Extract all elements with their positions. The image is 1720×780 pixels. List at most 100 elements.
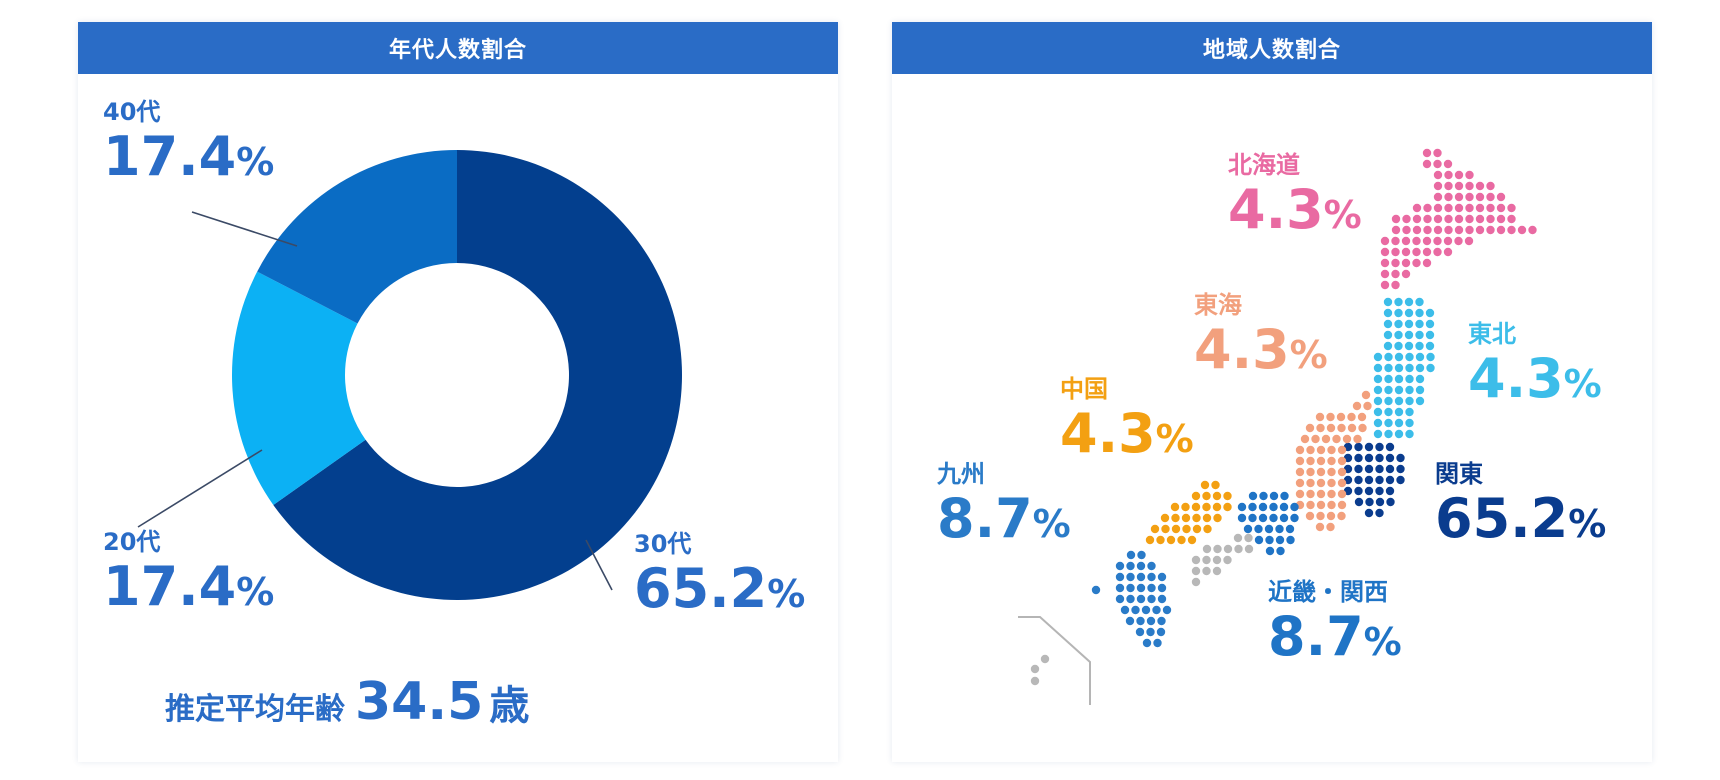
label-40s-value: 17.4	[103, 125, 237, 188]
map-dot	[1384, 374, 1393, 384]
map-dot	[1326, 423, 1336, 433]
map-dot	[1401, 247, 1411, 257]
map-dot	[1115, 572, 1125, 582]
map-dot	[1337, 423, 1346, 433]
map-dot	[1405, 429, 1414, 439]
map-dot	[1394, 341, 1403, 351]
map-dot	[1375, 475, 1384, 485]
map-dot	[1383, 330, 1393, 340]
map-dot	[1465, 214, 1474, 224]
map-dot	[1147, 572, 1156, 582]
map-dot	[1465, 192, 1474, 202]
map-dot	[1386, 497, 1395, 507]
map-dot	[1306, 489, 1315, 499]
label-kanto-caption: 関東	[1435, 460, 1483, 488]
map-dot	[1337, 467, 1347, 477]
map-dot	[1423, 203, 1432, 213]
map-dot	[1162, 605, 1172, 615]
map-dot	[1496, 203, 1506, 213]
map-dot	[1415, 396, 1425, 406]
map-dot	[1286, 535, 1295, 545]
map-dot	[1375, 497, 1385, 507]
map-dot	[1415, 341, 1424, 351]
map-dot	[1290, 513, 1299, 523]
map-dot	[1316, 445, 1326, 455]
map-dot	[1380, 269, 1390, 279]
map-dot	[1337, 445, 1347, 455]
map-dot	[1203, 524, 1212, 534]
map-dot	[1182, 524, 1191, 534]
map-dot	[1136, 616, 1145, 626]
map-region-tokai	[1295, 390, 1372, 532]
map-dot	[1290, 502, 1299, 512]
map-dot	[1423, 214, 1432, 224]
map-dot	[1327, 489, 1336, 499]
map-dot	[1265, 535, 1274, 545]
map-dot	[1342, 434, 1352, 444]
map-dot	[1384, 429, 1393, 439]
map-dot	[1422, 159, 1432, 169]
map-dot	[1248, 491, 1258, 501]
map-dot	[1486, 192, 1495, 202]
map-dot	[1156, 535, 1165, 545]
map-dot	[1181, 513, 1191, 523]
map-dot	[1202, 491, 1211, 501]
map-dot	[1415, 308, 1424, 318]
map-dot	[1422, 247, 1432, 257]
map-dot	[1306, 500, 1315, 510]
map-dot	[1425, 308, 1435, 318]
map-dot	[1404, 330, 1414, 340]
map-dot	[1373, 418, 1383, 428]
map-dot	[1191, 566, 1201, 576]
label-chugoku-caption: 中国	[1060, 375, 1108, 403]
map-dot	[1486, 203, 1495, 213]
label-20s-value: 17.4	[103, 555, 237, 618]
map-dot	[1364, 464, 1374, 474]
map-dot	[1306, 456, 1315, 466]
map-dot	[1275, 535, 1285, 545]
map-dot	[1177, 535, 1186, 545]
average-age: 推定平均年齢 34.5 歳	[165, 672, 529, 732]
label-20s: 20代 17.4%	[103, 530, 274, 614]
map-dot	[1375, 464, 1384, 474]
map-dot	[1402, 214, 1411, 224]
map-dot	[1475, 181, 1485, 191]
map-dot	[1337, 489, 1347, 499]
map-dot	[1326, 511, 1336, 521]
map-dot	[1157, 594, 1167, 604]
map-dot	[1212, 491, 1222, 501]
map-dot	[1394, 429, 1404, 439]
map-dot	[1475, 192, 1485, 202]
map-dot	[1423, 225, 1432, 235]
map-dot	[1315, 522, 1325, 532]
label-20s-caption: 20代	[103, 528, 161, 556]
map-dot	[1412, 247, 1421, 257]
map-dot	[1354, 475, 1363, 485]
map-region-kyushu	[1091, 550, 1172, 648]
map-dot	[1496, 225, 1506, 235]
map-region-kinki	[1237, 491, 1299, 556]
map-dot	[1269, 513, 1278, 523]
map-dot	[1157, 572, 1167, 582]
map-dot	[1276, 546, 1285, 556]
map-dot	[1161, 524, 1170, 534]
map-dot	[1404, 341, 1414, 351]
map-dot	[1126, 594, 1135, 604]
map-dot	[1444, 203, 1453, 213]
donut-slice-30s	[273, 150, 682, 601]
map-region-hokkaido	[1380, 148, 1537, 290]
map-dot	[1405, 407, 1414, 417]
map-dot	[1433, 159, 1442, 169]
map-dot	[1384, 396, 1393, 406]
map-dot	[1422, 258, 1432, 268]
map-dot	[1120, 605, 1130, 615]
map-dot	[1405, 352, 1414, 362]
label-kanto: 関東 65.2%	[1435, 462, 1606, 546]
map-dot	[1394, 308, 1403, 318]
map-dot	[1125, 616, 1135, 626]
map-dot	[1223, 491, 1232, 501]
map-dot	[1237, 502, 1247, 512]
map-dot	[1444, 214, 1453, 224]
map-dot	[1415, 352, 1425, 362]
